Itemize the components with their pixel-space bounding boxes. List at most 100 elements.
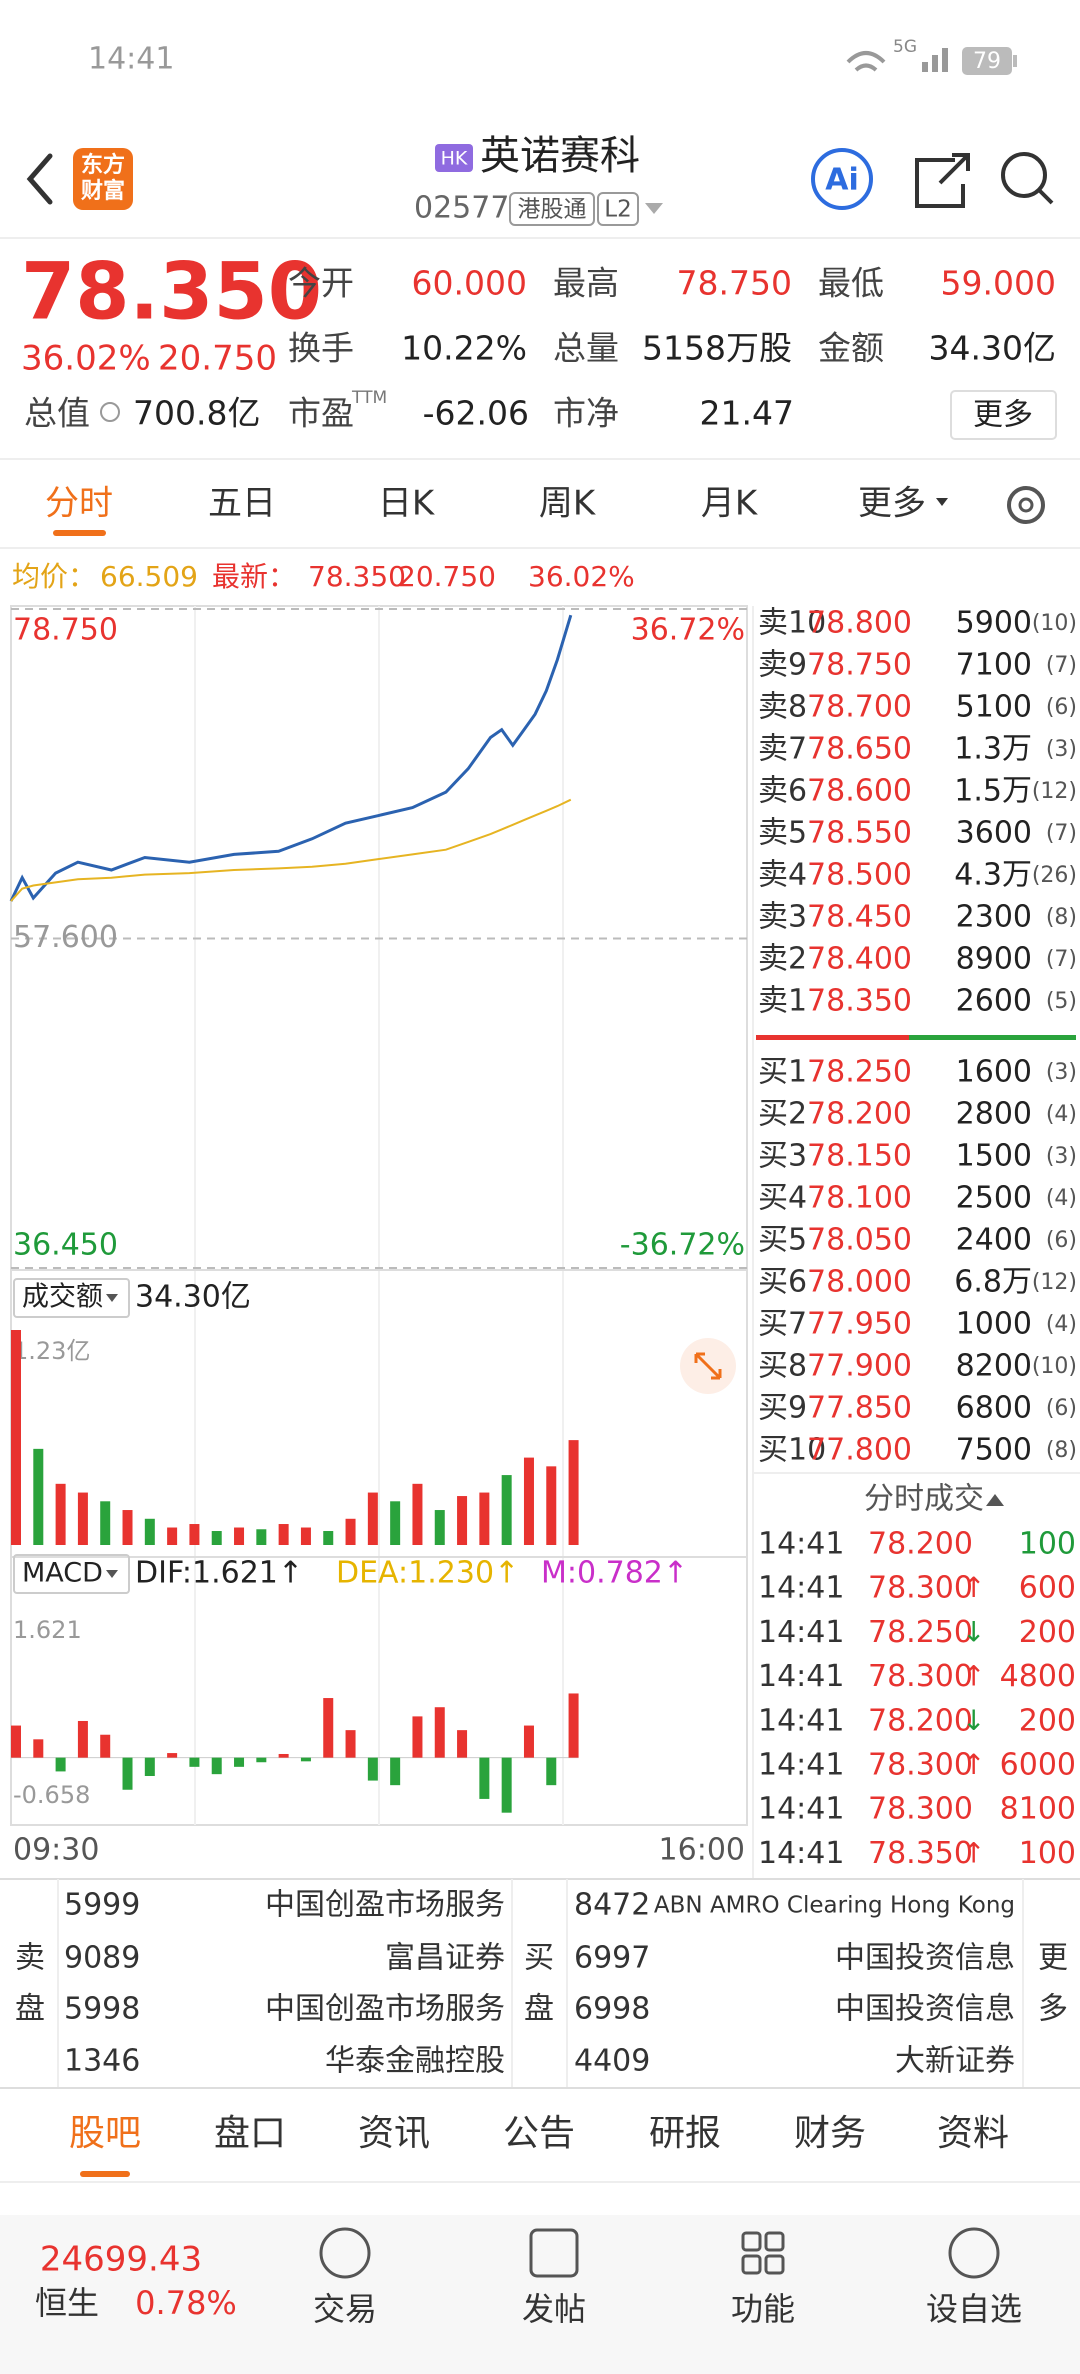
trade-arrow: ↑ bbox=[962, 1660, 985, 1693]
tab[interactable]: 分时 bbox=[45, 484, 113, 524]
book-price: 78.200 bbox=[807, 1097, 912, 1132]
watchlist-icon bbox=[948, 2227, 1000, 2279]
volume-bar bbox=[479, 1492, 490, 1545]
trade-arrow: ↑ bbox=[962, 1836, 985, 1869]
broker-id: 6998 bbox=[574, 1992, 650, 2027]
tab[interactable]: 更多 bbox=[858, 484, 926, 524]
y-tick-label: 36.450 bbox=[13, 1228, 118, 1263]
volume-bar bbox=[234, 1527, 245, 1545]
settings-button[interactable] bbox=[1007, 486, 1045, 524]
book-price: 78.000 bbox=[807, 1265, 912, 1300]
connect-badge bbox=[509, 192, 595, 226]
broker-side-label[interactable]: 多 bbox=[1038, 1992, 1068, 2027]
book-price: 77.950 bbox=[807, 1307, 912, 1342]
tab[interactable]: 日K bbox=[378, 484, 436, 524]
broker-side-label[interactable]: 更 bbox=[1038, 1941, 1068, 1976]
pane-title: 成交额 bbox=[22, 1282, 103, 1313]
content-tab[interactable]: 财务 bbox=[794, 2113, 866, 2154]
field-value: 34.30亿 bbox=[929, 329, 1056, 368]
book-price: 78.600 bbox=[807, 774, 912, 809]
indicator-label: M:0.782↑ bbox=[541, 1556, 688, 1591]
footer-action[interactable]: 发帖 bbox=[522, 2290, 586, 2328]
book-level: 买7 bbox=[758, 1307, 807, 1342]
index-value[interactable]: 24699.43 bbox=[40, 2240, 202, 2280]
trade-price: 78.200 bbox=[868, 1527, 973, 1562]
status-time: 14:41 bbox=[88, 42, 174, 77]
trade-arrow: ↓ bbox=[962, 1704, 985, 1737]
volume-bar bbox=[77, 1492, 88, 1545]
volume-bar bbox=[523, 1457, 534, 1545]
tab[interactable]: 月K bbox=[701, 484, 759, 524]
book-count: (4) bbox=[1046, 1312, 1077, 1337]
share-button[interactable] bbox=[915, 153, 970, 208]
dropdown-arrow[interactable] bbox=[645, 203, 663, 214]
book-price: 77.900 bbox=[807, 1349, 912, 1384]
more-button[interactable] bbox=[950, 390, 1057, 440]
book-count: (5) bbox=[1046, 989, 1077, 1014]
volume-bar bbox=[211, 1531, 222, 1545]
index-name[interactable]: 恒生 bbox=[35, 2284, 99, 2322]
y-tick-label: 1.621 bbox=[13, 1616, 82, 1644]
field-value: 60.000 bbox=[412, 264, 527, 303]
book-level: 卖10 bbox=[758, 606, 826, 641]
book-volume: 2300 bbox=[956, 900, 1032, 935]
latest-label: 最新： bbox=[212, 560, 296, 593]
content-tab[interactable]: 股吧 bbox=[69, 2113, 141, 2154]
dropdown-arrow bbox=[106, 1294, 118, 1302]
broker-name: 中国创盈市场服务 bbox=[265, 1992, 505, 2027]
ai-text[interactable]: Ai bbox=[825, 163, 859, 198]
book-count: (3) bbox=[1046, 1144, 1077, 1169]
book-volume: 7500 bbox=[956, 1433, 1032, 1468]
trade-price: 78.350 bbox=[868, 1836, 973, 1871]
more-button-text[interactable]: 更多 bbox=[973, 398, 1033, 433]
book-volume: 4.3万 bbox=[954, 858, 1032, 893]
trade-volume: 4800 bbox=[1000, 1659, 1076, 1694]
footer-action[interactable]: 交易 bbox=[313, 2290, 377, 2328]
volume-bar bbox=[412, 1483, 423, 1545]
content-tab[interactable]: 资料 bbox=[937, 2113, 1009, 2154]
ai-button[interactable] bbox=[811, 148, 873, 210]
trade-volume: 6000 bbox=[1000, 1748, 1076, 1783]
macd-bar bbox=[189, 1757, 200, 1767]
indicator-select[interactable] bbox=[13, 1278, 130, 1318]
level-badge bbox=[597, 192, 639, 226]
content-tab[interactable]: 资讯 bbox=[358, 2113, 430, 2154]
footer-action[interactable]: 设自选 bbox=[926, 2290, 1022, 2328]
volume-bar bbox=[122, 1510, 133, 1545]
back-button[interactable] bbox=[26, 153, 53, 205]
tab[interactable]: 五日 bbox=[208, 484, 276, 524]
tab[interactable]: 周K bbox=[539, 484, 597, 524]
dropdown-arrow bbox=[936, 498, 948, 506]
footer-action[interactable]: 功能 bbox=[731, 2290, 795, 2328]
macd-bar bbox=[546, 1757, 557, 1786]
info-icon[interactable] bbox=[100, 402, 120, 422]
indicator-label: DIF:1.621↑ bbox=[135, 1556, 303, 1591]
book-level: 卖7 bbox=[758, 732, 807, 767]
book-volume: 1.5万 bbox=[954, 774, 1032, 809]
book-volume: 1600 bbox=[956, 1055, 1032, 1090]
trades-title[interactable]: 分时成交 bbox=[864, 1482, 984, 1517]
trade-arrow: ↑ bbox=[962, 1571, 985, 1604]
broker-name: 中国投资信息 bbox=[835, 1992, 1015, 2027]
broker-grid bbox=[57, 1879, 1024, 2088]
indicator-select[interactable] bbox=[13, 1554, 130, 1594]
macd-bar bbox=[256, 1757, 267, 1763]
book-price: 77.800 bbox=[807, 1433, 912, 1468]
macd-bar bbox=[33, 1739, 44, 1758]
content-tab[interactable]: 研报 bbox=[649, 2113, 721, 2154]
search-button[interactable] bbox=[1001, 152, 1047, 198]
tab-underline bbox=[53, 530, 106, 536]
book-price: 78.100 bbox=[807, 1181, 912, 1216]
broker-side-label: 卖 bbox=[15, 1941, 45, 1976]
content-tab[interactable]: 盘口 bbox=[214, 2113, 286, 2154]
sort-arrow bbox=[986, 1494, 1004, 1506]
change-percent: 36.02% bbox=[21, 339, 151, 379]
book-level: 卖5 bbox=[758, 816, 807, 851]
stock-name: 英诺赛科 bbox=[480, 133, 640, 179]
trade-price: 78.250 bbox=[868, 1615, 973, 1650]
app-logo bbox=[73, 148, 133, 210]
content-tab[interactable]: 公告 bbox=[503, 2113, 575, 2154]
index-change[interactable]: 0.78% bbox=[135, 2284, 237, 2322]
trade-volume: 200 bbox=[1019, 1615, 1076, 1650]
macd-bar bbox=[300, 1757, 311, 1762]
